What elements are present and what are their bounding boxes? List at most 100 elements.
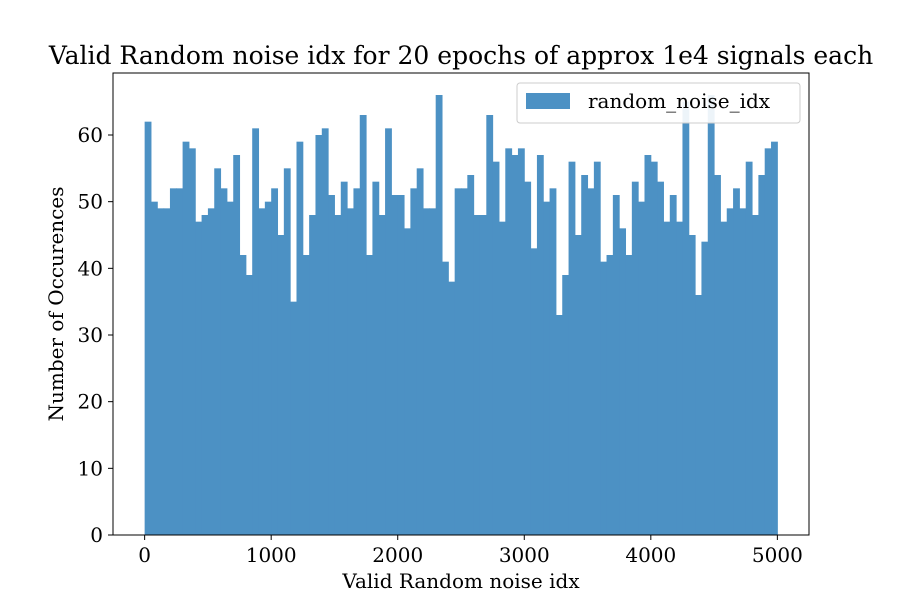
- histogram-bar: [309, 215, 316, 535]
- histogram-bar: [676, 221, 683, 535]
- legend-box: [516, 82, 801, 124]
- histogram-bar: [296, 141, 304, 535]
- histogram-bar: [258, 208, 266, 536]
- histogram-bar: [682, 101, 690, 536]
- chart-title: Valid Random noise idx for 20 epochs of …: [48, 41, 873, 70]
- histogram-bar: [201, 215, 209, 535]
- histogram-bar: [695, 295, 702, 535]
- y-tick-label: 10: [78, 456, 103, 480]
- histogram-bar: [467, 175, 475, 535]
- axis-ticks: 0 1000 2000 3000 4000 5000 0 10 20 30 40 50 60: [78, 123, 803, 567]
- histogram-bar: [448, 281, 456, 535]
- y-tick-label: 40: [78, 256, 103, 280]
- histogram-bar: [707, 95, 715, 535]
- histogram-bar: [600, 261, 608, 535]
- x-tick-label: 5000: [752, 543, 803, 567]
- histogram-bar: [473, 215, 481, 535]
- histogram-bar: [157, 208, 165, 536]
- histogram-bar: [359, 115, 367, 535]
- histogram-bar: [176, 188, 184, 536]
- histogram-bar: [334, 215, 342, 535]
- histogram-bar: [688, 235, 696, 535]
- histogram-bar: [644, 155, 652, 535]
- histogram-bar: [581, 175, 589, 535]
- histogram-bar: [366, 255, 373, 535]
- histogram-bar: [650, 161, 658, 535]
- histogram-bar: [442, 261, 449, 535]
- histogram-bar: [353, 188, 361, 536]
- histogram-bar: [625, 255, 633, 535]
- y-tick-label: 20: [78, 390, 103, 414]
- histogram-bar: [226, 201, 234, 535]
- histogram-bar: [182, 141, 190, 535]
- y-tick-label: 50: [78, 190, 103, 214]
- histogram-bar: [638, 201, 645, 535]
- histogram-bar: [593, 161, 601, 535]
- y-tick-label: 0: [90, 523, 103, 547]
- histogram-bar: [505, 148, 513, 536]
- histogram-bar: [340, 181, 348, 535]
- legend-swatch: [526, 93, 570, 109]
- histogram-bar: [486, 115, 494, 535]
- x-tick-label: 4000: [625, 543, 676, 567]
- plot-frame: [112, 72, 810, 536]
- histogram-bar: [239, 255, 247, 535]
- histogram-bar: [315, 135, 323, 535]
- histogram-bar: [733, 188, 740, 536]
- histogram-bar: [562, 275, 570, 535]
- histogram-bar: [233, 155, 241, 535]
- histogram-bar: [220, 188, 228, 536]
- histogram-bar: [429, 208, 437, 536]
- histogram-bar: [758, 175, 766, 535]
- histogram-bar: [587, 188, 595, 536]
- histogram-bar: [568, 161, 576, 535]
- histogram-bar: [714, 175, 721, 535]
- histogram-bar: [195, 221, 203, 535]
- histogram-bar: [771, 141, 778, 535]
- histogram-bar: [169, 188, 177, 536]
- histogram-bar: [283, 168, 291, 536]
- histogram-bar: [657, 181, 664, 535]
- histogram-bar: [606, 255, 614, 535]
- histogram-bar: [555, 315, 563, 535]
- histogram-bar: [549, 188, 557, 536]
- histogram-bar: [612, 195, 620, 535]
- histogram-bar: [214, 168, 222, 536]
- histogram-bar: [378, 215, 386, 535]
- histogram-bar: [498, 221, 506, 535]
- x-axis-label: Valid Random noise idx: [341, 569, 580, 593]
- histogram-bar: [479, 215, 487, 535]
- histogram-bar: [511, 155, 519, 535]
- histogram-bar: [385, 128, 392, 536]
- histogram-bar: [290, 301, 297, 535]
- histogram-bar: [663, 221, 671, 535]
- histogram-bar: [524, 181, 532, 535]
- histogram-bars: [144, 95, 778, 536]
- histogram-bar: [543, 201, 551, 535]
- y-tick-label: 30: [78, 323, 103, 347]
- histogram-bar: [163, 208, 171, 536]
- histogram-bar: [726, 208, 734, 536]
- histogram-bar: [701, 241, 709, 535]
- histogram-bar: [492, 161, 500, 535]
- histogram-bar: [252, 128, 260, 536]
- histogram-bar: [347, 208, 354, 536]
- histogram-bar: [631, 181, 639, 535]
- histogram-bar: [372, 181, 380, 535]
- y-tick-label: 60: [78, 123, 103, 147]
- histogram-bar: [321, 128, 329, 536]
- histogram-bar: [404, 228, 411, 536]
- histogram-bar: [739, 208, 747, 536]
- legend: random_noise_idx: [516, 82, 801, 124]
- histogram-bar: [245, 275, 253, 535]
- histogram-bar: [454, 188, 462, 536]
- histogram-bar: [271, 188, 279, 536]
- y-axis-label: Number of Occurences: [44, 187, 68, 422]
- histogram-bar: [574, 235, 582, 535]
- histogram-bar: [517, 148, 525, 536]
- histogram-bar: [764, 148, 772, 536]
- histogram-bar: [752, 215, 759, 535]
- histogram-bar: [277, 235, 285, 535]
- histogram-bar: [720, 221, 728, 535]
